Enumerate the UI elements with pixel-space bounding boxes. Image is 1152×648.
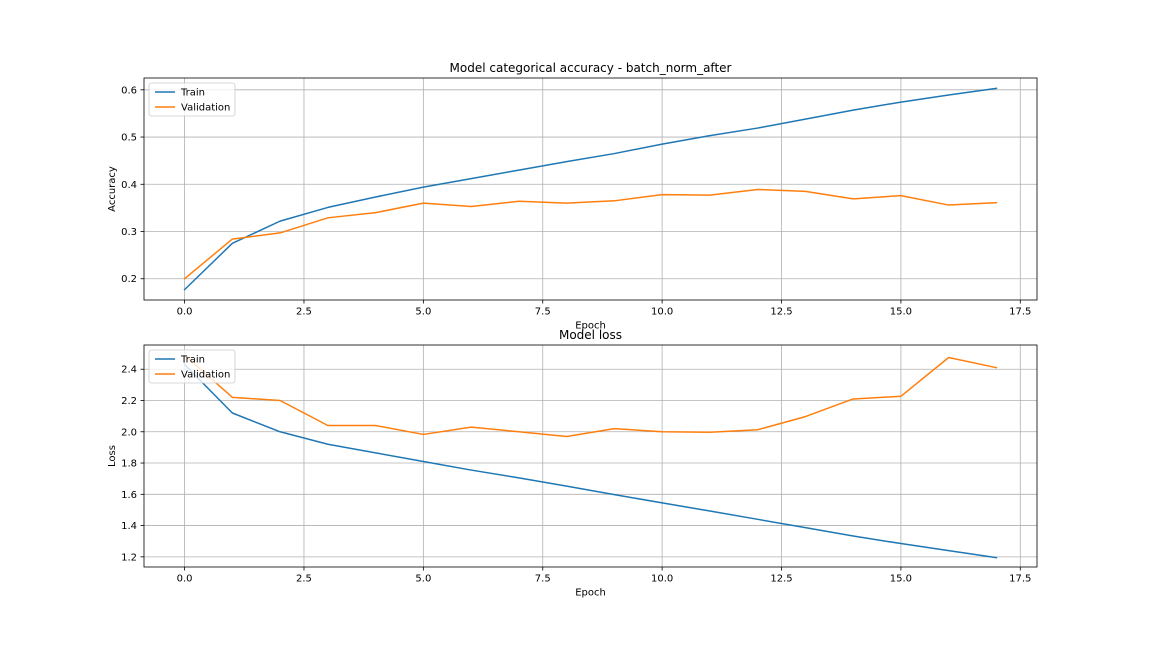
x-tick-label: 7.5 xyxy=(535,307,551,318)
chart-title: Model categorical accuracy - batch_norm_… xyxy=(450,61,732,75)
series-line-train xyxy=(183,363,998,559)
x-tick-label: 0.0 xyxy=(177,574,193,585)
legend: Train Validation xyxy=(148,349,236,384)
x-tick-label: 15.0 xyxy=(890,574,912,585)
y-axis-label: Accuracy xyxy=(107,166,118,212)
y-tick-label: 1.6 xyxy=(121,490,137,501)
plot-area xyxy=(144,345,1037,567)
axes-frame xyxy=(143,344,1038,568)
y-tick-label: 2.4 xyxy=(121,365,137,376)
series-line-validation xyxy=(183,354,998,438)
subplot-loss: 0.0 2.5 5.0 7.5 10.0 12.5 15.0 17.5 1.2 1.4 1.6 1.8… xyxy=(107,328,1038,599)
y-tick-label: 1.4 xyxy=(121,521,137,532)
y-tick-label: 0.2 xyxy=(121,274,137,285)
x-tick-label: 12.5 xyxy=(770,307,792,318)
y-tick-label: 0.3 xyxy=(121,227,137,238)
axes-frame xyxy=(143,77,1038,301)
x-tick-label: 17.5 xyxy=(1009,307,1031,318)
y-tick-label: 1.8 xyxy=(121,459,137,470)
x-tick-label: 15.0 xyxy=(890,307,912,318)
y-tick-label: 0.6 xyxy=(121,85,137,96)
x-tick-label: 7.5 xyxy=(535,574,551,585)
x-axis-label: Epoch xyxy=(575,588,606,599)
y-tick-label: 1.2 xyxy=(121,552,137,563)
y-tick-label: 2.2 xyxy=(121,396,137,407)
x-tick-label: 2.5 xyxy=(296,574,312,585)
series-line-train xyxy=(183,87,998,291)
x-tick-label: 2.5 xyxy=(296,307,312,318)
y-tick-label: 2.0 xyxy=(121,427,137,438)
x-tick-label: 17.5 xyxy=(1009,574,1031,585)
x-tick-label: 10.0 xyxy=(651,574,673,585)
legend-label-validation: Validation xyxy=(181,103,230,114)
x-tick-label: 5.0 xyxy=(415,307,431,318)
x-tick-label: 0.0 xyxy=(177,307,193,318)
plot-area xyxy=(144,78,1037,300)
subplot-accuracy: 0.0 2.5 5.0 7.5 10.0 12.5 15.0 17.5 0.2 0.3 0.4 0.5… xyxy=(107,61,1038,332)
legend-label-train: Train xyxy=(180,88,205,99)
legend-label-validation: Validation xyxy=(181,370,230,381)
y-tick-label: 0.5 xyxy=(121,133,137,144)
x-tick-label: 5.0 xyxy=(415,574,431,585)
y-tick-label: 0.4 xyxy=(121,180,137,191)
series-line-validation xyxy=(183,188,998,280)
legend: Train Validation xyxy=(148,82,236,117)
x-tick-label: 10.0 xyxy=(651,307,673,318)
y-axis-label: Loss xyxy=(107,445,118,467)
legend-label-train: Train xyxy=(180,355,205,366)
x-tick-label: 12.5 xyxy=(770,574,792,585)
chart-title: Model loss xyxy=(559,328,622,342)
x-axis-label: Epoch xyxy=(575,321,606,332)
